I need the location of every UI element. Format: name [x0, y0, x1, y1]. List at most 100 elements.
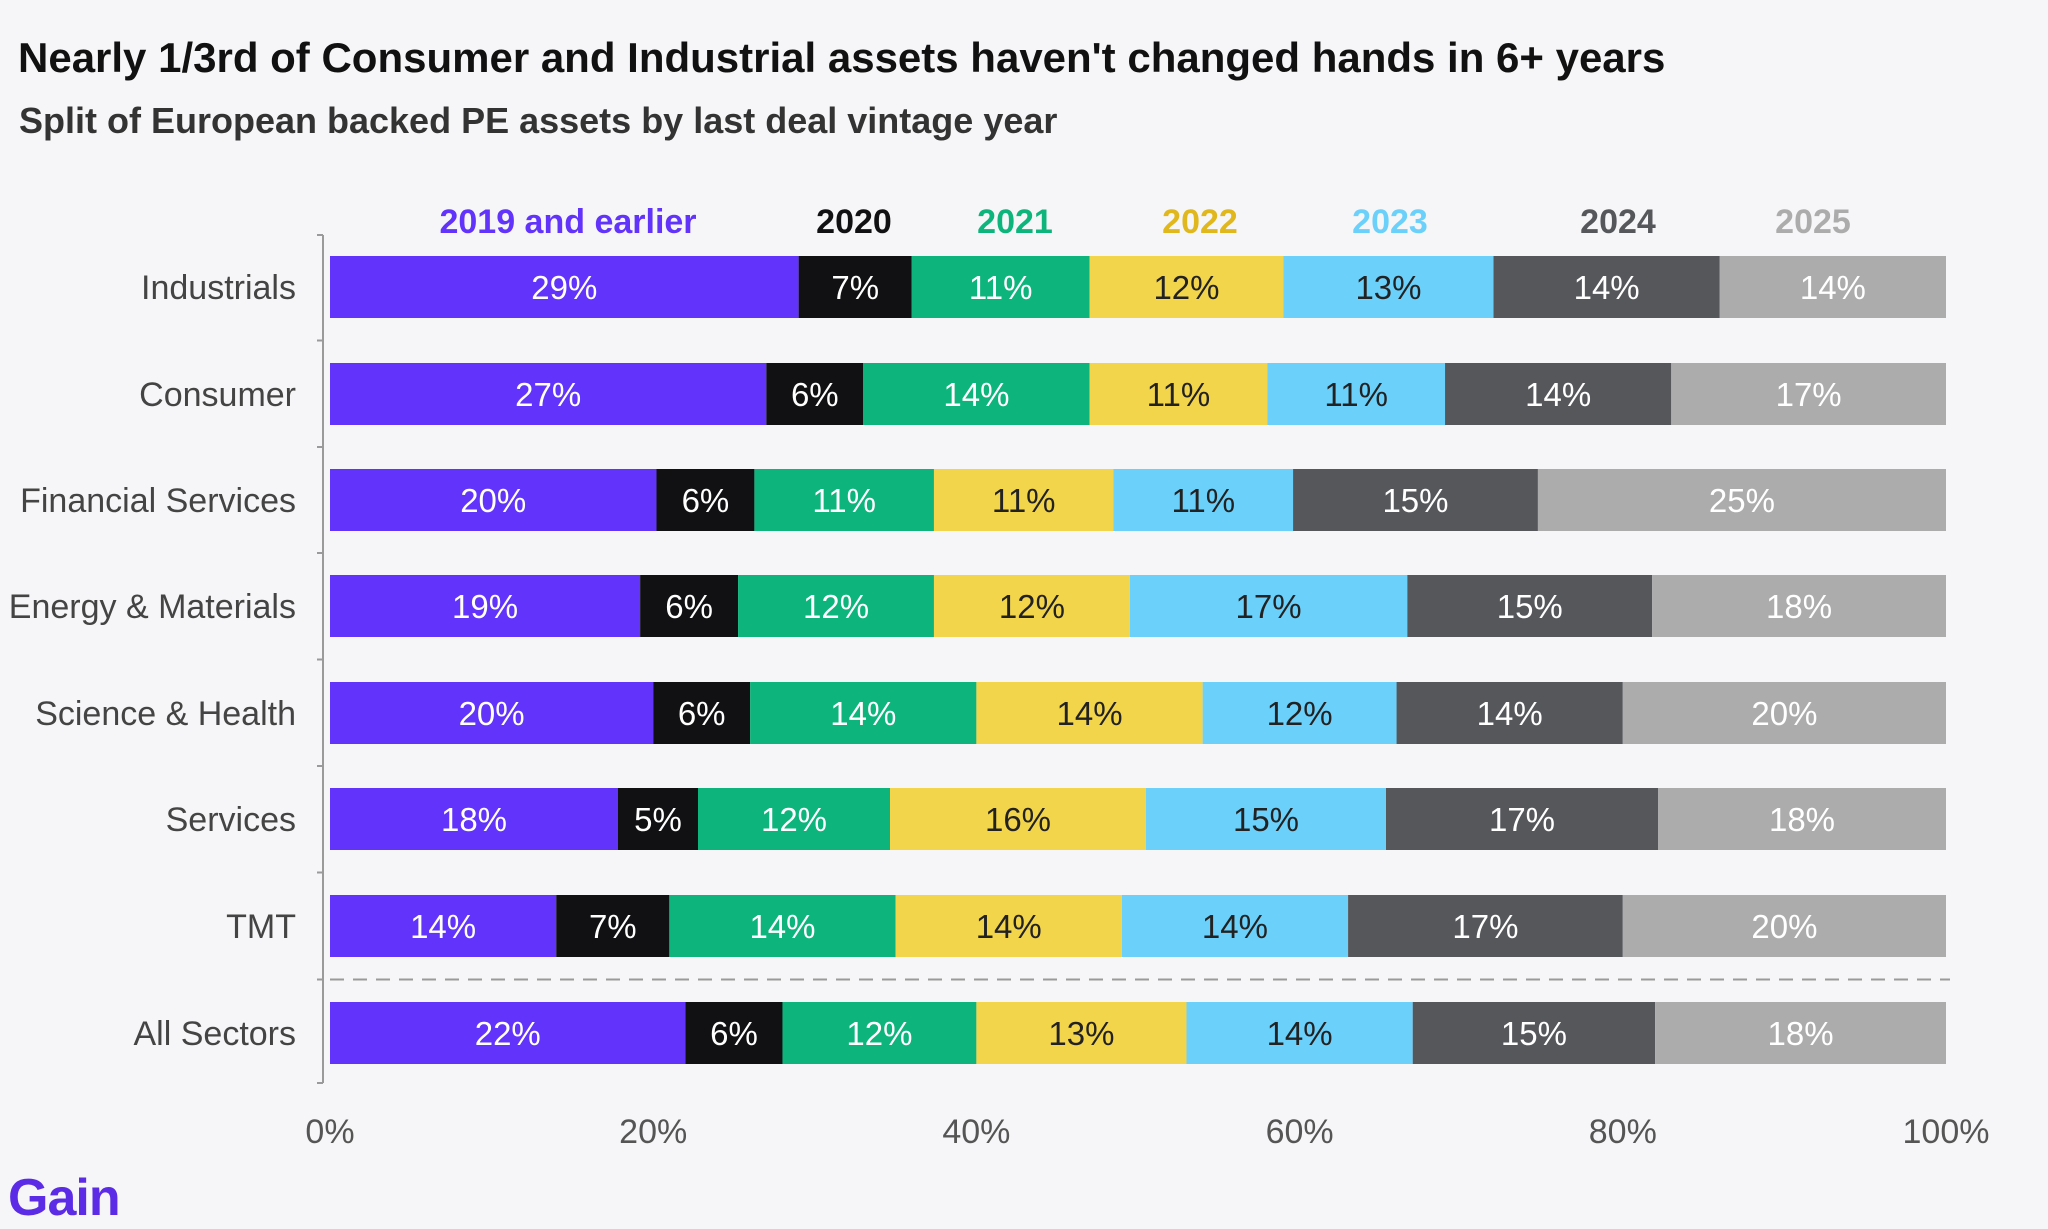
data-label-financial-services-2025: 25% [1709, 482, 1775, 519]
data-label-financial-services-2024: 15% [1382, 482, 1448, 519]
bar-industrials-2024 [1493, 256, 1720, 318]
legend-label-2021: 2021 [977, 203, 1053, 241]
bar-all-sectors-2022 [976, 1002, 1187, 1064]
bar-financial-services-2022 [933, 469, 1114, 531]
bar-consumer-2025 [1671, 363, 1946, 425]
data-label-tmt-2024: 17% [1452, 908, 1518, 945]
data-label-tmt-2020: 7% [589, 908, 637, 945]
legend-label-2025: 2025 [1775, 203, 1851, 241]
bar-energy-and-materials-2023 [1129, 575, 1408, 637]
bar-tmt-2024 [1348, 895, 1623, 957]
data-label-science-and-health-2025: 20% [1751, 695, 1817, 732]
bar-tmt-2020 [556, 895, 670, 957]
x-tick-label: 100% [1903, 1113, 1990, 1151]
bar-consumer-2020 [766, 363, 864, 425]
data-label-energy-and-materials-2020: 6% [665, 588, 713, 625]
data-label-services-2019-and-earlier: 18% [441, 801, 507, 838]
bar-all-sectors-2023 [1186, 1002, 1413, 1064]
legend-label-2020: 2020 [816, 203, 892, 241]
data-label-science-and-health-2020: 6% [678, 695, 726, 732]
category-label-tmt: TMT [226, 908, 296, 946]
chart-subtitle: Split of European backed PE assets by la… [19, 100, 1058, 141]
data-label-energy-and-materials-2022: 12% [999, 588, 1065, 625]
data-label-financial-services-2022: 11% [992, 482, 1056, 519]
bar-services-2020 [618, 788, 698, 850]
data-label-services-2023: 15% [1233, 801, 1299, 838]
category-label-consumer: Consumer [139, 376, 296, 414]
bar-services-2023 [1146, 788, 1386, 850]
data-label-industrials-2023: 13% [1355, 269, 1421, 306]
bar-services-2021 [698, 788, 890, 850]
bar-all-sectors-2019-and-earlier [330, 1002, 686, 1064]
gain-logo: Gain [8, 1169, 121, 1227]
data-label-energy-and-materials-2023: 17% [1236, 588, 1302, 625]
bar-consumer-2023 [1267, 363, 1446, 425]
data-label-tmt-2019-and-earlier: 14% [410, 908, 476, 945]
data-label-financial-services-2019-and-earlier: 20% [460, 482, 526, 519]
category-label-industrials: Industrials [141, 269, 296, 307]
bar-financial-services-2019-and-earlier [330, 469, 657, 531]
data-label-consumer-2021: 14% [943, 376, 1009, 413]
data-label-all-sectors-2021: 12% [846, 1015, 912, 1052]
bar-all-sectors-2024 [1412, 1002, 1656, 1064]
x-tick-label: 0% [305, 1113, 354, 1151]
bar-science-and-health-2025 [1622, 682, 1946, 744]
bar-tmt-2021 [669, 895, 896, 957]
data-label-all-sectors-2024: 15% [1501, 1015, 1567, 1052]
data-label-all-sectors-2020: 6% [710, 1015, 758, 1052]
bar-science-and-health-2019-and-earlier [330, 682, 654, 744]
bar-consumer-2022 [1089, 363, 1268, 425]
data-label-energy-and-materials-2024: 15% [1497, 588, 1563, 625]
chart-title: Nearly 1/3rd of Consumer and Industrial … [18, 34, 1666, 81]
bar-science-and-health-2021 [750, 682, 977, 744]
data-label-tmt-2022: 14% [976, 908, 1042, 945]
data-label-services-2022: 16% [985, 801, 1051, 838]
bar-financial-services-2023 [1113, 469, 1294, 531]
data-label-science-and-health-2023: 12% [1267, 695, 1333, 732]
bar-science-and-health-2022 [976, 682, 1203, 744]
bar-science-and-health-2020 [653, 682, 751, 744]
bar-industrials-2022 [1089, 256, 1284, 318]
data-label-consumer-2023: 11% [1324, 376, 1388, 413]
bar-financial-services-2020 [656, 469, 755, 531]
bar-industrials-2020 [798, 256, 912, 318]
data-label-consumer-2019-and-earlier: 27% [515, 376, 581, 413]
bar-services-2019-and-earlier [330, 788, 618, 850]
bar-tmt-2022 [895, 895, 1122, 957]
data-label-consumer-2025: 17% [1776, 376, 1842, 413]
data-label-consumer-2022: 11% [1147, 376, 1211, 413]
bar-services-2022 [890, 788, 1146, 850]
bar-all-sectors-2025 [1655, 1002, 1946, 1064]
bar-tmt-2023 [1121, 895, 1349, 957]
bar-science-and-health-2023 [1202, 682, 1397, 744]
data-label-science-and-health-2019-and-earlier: 20% [459, 695, 525, 732]
legend-label-2019-and-earlier: 2019 and earlier [439, 203, 696, 241]
bar-energy-and-materials-2021 [738, 575, 934, 637]
category-label-financial-services: Financial Services [20, 482, 296, 520]
bar-consumer-2021 [863, 363, 1090, 425]
data-label-industrials-2025: 14% [1800, 269, 1866, 306]
data-label-science-and-health-2021: 14% [830, 695, 896, 732]
data-label-consumer-2020: 6% [791, 376, 839, 413]
bar-industrials-2025 [1719, 256, 1946, 318]
x-tick-label: 80% [1589, 1113, 1657, 1151]
data-label-services-2021: 12% [761, 801, 827, 838]
legend-label-2023: 2023 [1352, 203, 1428, 241]
data-label-industrials-2019-and-earlier: 29% [531, 269, 597, 306]
data-label-consumer-2024: 14% [1525, 376, 1591, 413]
data-label-industrials-2021: 11% [969, 269, 1033, 306]
data-label-science-and-health-2024: 14% [1477, 695, 1543, 732]
data-label-all-sectors-2019-and-earlier: 22% [475, 1015, 541, 1052]
data-label-financial-services-2021: 11% [812, 482, 876, 519]
category-label-energy-and-materials: Energy & Materials [9, 588, 296, 626]
data-label-industrials-2020: 7% [831, 269, 879, 306]
bar-science-and-health-2024 [1396, 682, 1623, 744]
bar-financial-services-2021 [754, 469, 934, 531]
x-tick-label: 40% [942, 1113, 1010, 1151]
data-label-financial-services-2023: 11% [1171, 482, 1235, 519]
x-tick-label: 20% [619, 1113, 687, 1151]
legend-label-2022: 2022 [1162, 203, 1238, 241]
bar-all-sectors-2021 [782, 1002, 977, 1064]
bar-tmt-2019-and-earlier [330, 895, 557, 957]
